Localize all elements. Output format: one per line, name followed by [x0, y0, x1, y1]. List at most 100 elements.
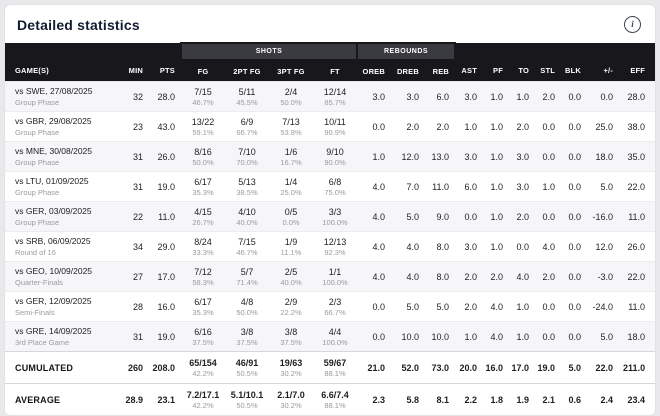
pts-cell: 26.0	[149, 141, 181, 172]
pf-cell: 1.0	[483, 171, 510, 202]
stl-cell: 0.0	[535, 141, 562, 172]
to-cell: 3.0	[509, 141, 536, 172]
reb-cell: 13.0	[425, 141, 456, 172]
ft-cell: 6/8 75.0%	[313, 171, 357, 202]
info-icon[interactable]: i	[624, 16, 641, 33]
oreb-cell: 0.0	[357, 291, 391, 322]
game-cell: vs LTU, 01/09/2025 Group Phase	[5, 171, 119, 202]
stl-cell: 0.0	[535, 291, 562, 322]
game-cell: vs SRB, 06/09/2025 Round of 16	[5, 231, 119, 262]
pf-cell: 1.0	[483, 231, 510, 262]
game-row: vs MNE, 30/08/2025 Group Phase 31 26.0 8/16 5…	[5, 141, 655, 172]
fg-cell: 7/12 58.3%	[181, 261, 225, 292]
dreb-cell: 12.0	[391, 141, 425, 172]
blk-cell: 0.0	[561, 171, 588, 202]
pf-cell: 1.0	[483, 81, 510, 112]
ast-cell: 1.0	[455, 111, 484, 142]
eff-cell: 23.4	[619, 383, 655, 415]
2pt-fg-percentage: 38.5%	[236, 187, 258, 197]
min-cell: 260	[119, 351, 149, 384]
min-cell: 32	[119, 81, 149, 112]
game-row: vs GER, 12/09/2025 Semi-Finals 28 16.0 6/17 3…	[5, 291, 655, 322]
col-header-to: TO	[509, 60, 536, 82]
ft-made-attempts: 2/3	[328, 296, 342, 307]
game-name: vs GBR, 29/08/2025	[15, 116, 92, 126]
fg-made-attempts: 6/17	[194, 176, 212, 187]
plus-minus-cell: 22.0	[587, 351, 620, 384]
fg-made-attempts: 7.2/17.1	[186, 389, 220, 400]
3pt-fg-made-attempts: 0/5	[284, 206, 298, 217]
2pt-fg-made-attempts: 5/7	[240, 266, 254, 277]
pts-cell: 16.0	[149, 291, 181, 322]
ast-cell: 3.0	[455, 81, 484, 112]
fg-made-attempts: 4/15	[194, 206, 212, 217]
plus-minus-cell: -3.0	[587, 261, 620, 292]
col-header-2pt-fg: 2PT FG	[225, 60, 269, 82]
col-header-ast: AST	[455, 60, 484, 82]
2pt-fg-percentage: 40.0%	[236, 217, 258, 227]
blk-cell: 0.0	[561, 231, 588, 262]
stl-cell: 1.0	[535, 171, 562, 202]
pts-cell: 43.0	[149, 111, 181, 142]
2pt-fg-percentage: 71.4%	[236, 277, 258, 287]
game-name: vs GER, 03/09/2025	[15, 206, 92, 216]
game-row: vs GRE, 14/09/2025 3rd Place Game 31 19.0 6/…	[5, 321, 655, 352]
3pt-fg-cell: 2/5 40.0%	[269, 261, 313, 292]
3pt-fg-cell: 3/8 37.5%	[269, 321, 313, 352]
blk-cell: 0.0	[561, 111, 588, 142]
pf-cell: 1.8	[483, 383, 510, 415]
2pt-fg-cell: 5.1/10.1 50.5%	[225, 383, 269, 415]
stats-table-head: SHOTS REBOUNDS GAME(S) MIN PTS FG 2PT FG 3PT FG…	[5, 42, 655, 82]
pf-cell: 16.0	[483, 351, 510, 384]
plus-minus-cell: 18.0	[587, 141, 620, 172]
3pt-fg-cell: 7/13 53.8%	[269, 111, 313, 142]
pf-cell: 1.0	[483, 141, 510, 172]
blk-cell: 0.0	[561, 141, 588, 172]
fg-cell: 4/15 26.7%	[181, 201, 225, 232]
3pt-fg-made-attempts: 1/6	[284, 146, 298, 157]
col-header-pts: PTS	[149, 60, 181, 82]
plus-minus-cell: 12.0	[587, 231, 620, 262]
ft-made-attempts: 9/10	[326, 146, 344, 157]
ft-made-attempts: 3/3	[328, 206, 342, 217]
game-name: vs GER, 12/09/2025	[15, 296, 92, 306]
ast-cell: 6.0	[455, 171, 484, 202]
game-phase: Group Phase	[15, 188, 60, 197]
game-name: vs SWE, 27/08/2025	[15, 86, 93, 96]
fg-percentage: 26.7%	[192, 217, 214, 227]
fg-cell: 8/16 50.0%	[181, 141, 225, 172]
2pt-fg-percentage: 46.7%	[236, 247, 258, 257]
fg-cell: 13/22 59.1%	[181, 111, 225, 142]
game-row: vs SRB, 06/09/2025 Round of 16 34 29.0 8/24 3…	[5, 231, 655, 262]
card-header: Detailed statistics i	[5, 5, 655, 42]
fg-made-attempts: 13/22	[191, 116, 215, 127]
group-spacer-left	[5, 43, 181, 60]
eff-cell: 22.0	[619, 261, 655, 292]
col-header-oreb: OREB	[357, 60, 391, 82]
2pt-fg-percentage: 50.5%	[236, 368, 258, 378]
2pt-fg-cell: 4/8 50.0%	[225, 291, 269, 322]
3pt-fg-made-attempts: 1/9	[284, 236, 298, 247]
2pt-fg-cell: 7/15 46.7%	[225, 231, 269, 262]
2pt-fg-made-attempts: 7/15	[238, 236, 256, 247]
ft-percentage: 90.9%	[324, 127, 346, 137]
min-cell: 27	[119, 261, 149, 292]
ft-cell: 59/67 88.1%	[313, 351, 357, 384]
stl-cell: 0.0	[535, 201, 562, 232]
dreb-cell: 5.0	[391, 201, 425, 232]
blk-cell: 0.0	[561, 291, 588, 322]
3pt-fg-percentage: 40.0%	[280, 277, 302, 287]
stl-cell: 0.0	[535, 321, 562, 352]
to-cell: 1.9	[509, 383, 536, 415]
min-cell: 34	[119, 231, 149, 262]
fg-cell: 6/16 37.5%	[181, 321, 225, 352]
stl-cell: 2.1	[535, 383, 562, 415]
group-spacer-right	[455, 43, 655, 60]
plus-minus-cell: -16.0	[587, 201, 620, 232]
ft-cell: 12/14 85.7%	[313, 81, 357, 112]
game-cell: vs GER, 03/09/2025 Group Phase	[5, 201, 119, 232]
total-row-average: AVERAGE 28.9 23.1 7.2/17.1 42.2% 5.1/10.1 50.5…	[5, 383, 655, 415]
blk-cell: 0.0	[561, 201, 588, 232]
ft-cell: 10/11 90.9%	[313, 111, 357, 142]
fg-percentage: 35.3%	[192, 187, 214, 197]
